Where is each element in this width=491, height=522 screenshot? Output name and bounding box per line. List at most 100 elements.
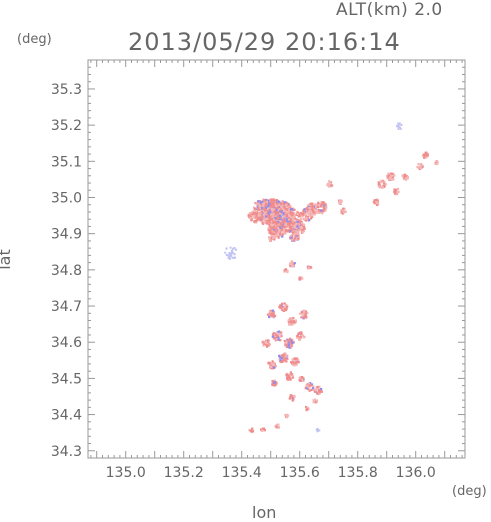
echo-point [271, 199, 274, 202]
echo-point [316, 385, 319, 389]
echo-point [284, 309, 287, 312]
echo-point [270, 203, 273, 206]
echo-point [397, 127, 400, 130]
echo-point [257, 208, 260, 211]
echo-point [289, 236, 292, 239]
echo-point [316, 206, 319, 209]
echo-point [281, 221, 284, 224]
echo-point [288, 376, 291, 379]
echo-point [270, 365, 273, 368]
echo-point [270, 211, 273, 214]
echo-point [291, 375, 294, 378]
echo-point [277, 330, 281, 333]
echo-point [272, 363, 276, 366]
echo-point [273, 227, 276, 230]
echo-point [272, 384, 275, 387]
echo-point [296, 232, 299, 235]
echo-point [269, 199, 273, 202]
echo-point [260, 218, 263, 221]
echo-point [270, 231, 273, 234]
echo-point [291, 208, 294, 211]
echo-point [292, 358, 295, 361]
echo-point [277, 236, 280, 239]
echo-point [283, 306, 286, 309]
echo-point [266, 313, 270, 316]
echo-point [281, 306, 284, 309]
echo-point [283, 358, 286, 361]
echo-point [316, 430, 319, 433]
echo-point [292, 219, 295, 222]
echo-point [289, 234, 292, 238]
echo-point [317, 391, 320, 394]
echo-point [292, 322, 295, 325]
echo-point [283, 339, 286, 343]
echo-point [291, 264, 294, 267]
echo-point [268, 236, 271, 239]
echo-point [279, 222, 282, 226]
echo-point [304, 215, 308, 218]
echo-point [263, 217, 266, 220]
echo-point [281, 207, 284, 210]
echo-point [383, 182, 386, 185]
echo-point [312, 210, 315, 213]
echo-point [269, 364, 272, 367]
echo-point [397, 124, 400, 127]
chart-title: 2013/05/29 20:16:14 [128, 28, 401, 56]
echo-point [230, 252, 233, 255]
echo-point [302, 379, 305, 382]
echo-point [255, 210, 258, 213]
echo-point [274, 217, 277, 220]
echo-point [282, 221, 285, 224]
echo-point [273, 203, 276, 206]
echo-point [282, 309, 285, 312]
echo-point [260, 208, 263, 211]
tick-labels: 135.0 135.2 135.4 135.6 135.8 136.0 34.3 34.4 34… [51, 82, 436, 481]
x-tick-label: 135.6 [280, 465, 320, 481]
echo-point [394, 191, 397, 194]
echo-point [293, 225, 296, 228]
echo-point [270, 232, 273, 235]
echo-point [305, 208, 308, 212]
echo-point [285, 373, 288, 376]
echo-point [268, 237, 271, 240]
echo-point [267, 212, 270, 215]
echo-point [273, 218, 276, 222]
echo-point [283, 228, 286, 231]
echo-point [263, 221, 266, 224]
echo-point [406, 175, 409, 178]
echo-point [300, 211, 303, 215]
echo-point [343, 211, 346, 214]
echo-point [286, 339, 289, 342]
echo-point [279, 208, 282, 211]
echo-point [265, 222, 268, 225]
x-tick-label: 135.2 [164, 465, 204, 481]
echo-point [281, 228, 284, 231]
echo-point [379, 181, 382, 184]
echo-point [337, 199, 341, 202]
echo-point [297, 332, 301, 335]
echo-point [251, 430, 255, 433]
echo-point [272, 213, 275, 216]
echo-point [303, 227, 306, 230]
echo-point [389, 172, 392, 175]
echo-point [276, 217, 279, 220]
echo-point [328, 181, 332, 184]
echo-point [277, 338, 280, 341]
echo-point [291, 323, 294, 326]
echo-point [269, 217, 272, 220]
echo-point [247, 215, 251, 218]
echo-point [270, 223, 273, 226]
echo-point [405, 177, 408, 180]
echo-point [291, 376, 294, 379]
echo-point [393, 174, 396, 177]
echo-point [278, 223, 281, 226]
echo-point [269, 210, 272, 213]
echo-point [419, 167, 422, 170]
echo-point [294, 357, 297, 361]
echo-point [229, 246, 232, 249]
echo-point [396, 192, 399, 195]
echo-point [268, 315, 271, 319]
echo-point [372, 201, 375, 204]
echo-point [302, 212, 305, 215]
echo-point [273, 238, 276, 241]
